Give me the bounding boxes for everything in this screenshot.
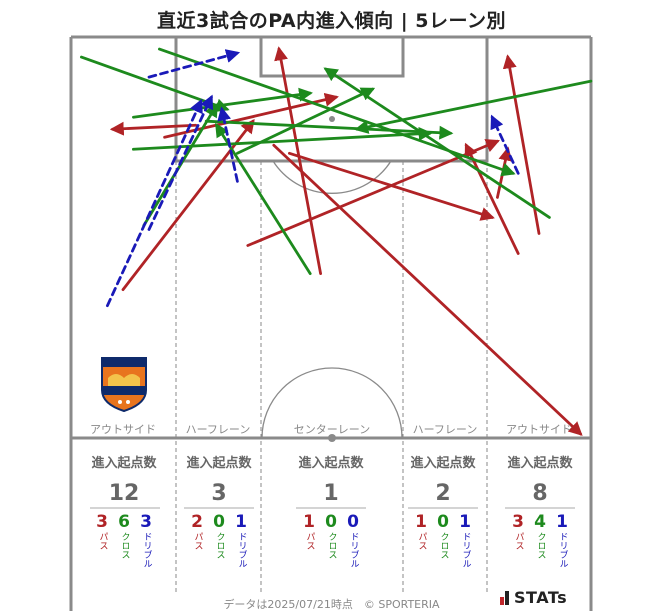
- cross-label: クロス: [214, 532, 225, 559]
- pass-label: パス: [97, 532, 108, 550]
- dribble-arrow-20: [147, 49, 241, 79]
- center-spot: [328, 434, 336, 442]
- arrow-layer: [80, 46, 593, 436]
- pass-count: 2: [191, 512, 203, 532]
- pass-label: パス: [192, 532, 203, 550]
- cross-count: 0: [437, 512, 449, 532]
- dribble-arrow-23: [217, 106, 239, 183]
- stat-heading: 進入起点数: [91, 456, 157, 471]
- cross-label: クロス: [119, 532, 130, 559]
- dribble-label: ドリブル: [348, 532, 359, 568]
- dribble-label: ドリブル: [460, 532, 471, 568]
- pass-arrow-6: [109, 121, 198, 136]
- dribble-arrow-21: [106, 98, 203, 308]
- dribble-count: 0: [347, 512, 359, 532]
- dribble-count: 3: [140, 512, 152, 532]
- cross-arrow-17: [354, 79, 593, 134]
- footer-note: データは2025/07/21時点 © SPORTERIA: [223, 598, 440, 611]
- dribble-count: 1: [235, 512, 247, 532]
- pass-count: 3: [512, 512, 524, 532]
- stat-total: 8: [532, 481, 548, 506]
- club-crest: [101, 357, 147, 412]
- lane-stats-1: 進入起点数 3 2 パス 0 クロス 1 ドリブル: [164, 452, 274, 568]
- dribble-count: 1: [459, 512, 471, 532]
- stat-heading: 進入起点数: [298, 456, 364, 471]
- cross-label: クロス: [326, 532, 337, 559]
- pass-arrow-1: [274, 46, 323, 275]
- brand-text: STATs: [514, 588, 568, 607]
- cross-label: クロス: [438, 532, 449, 559]
- pass-label: パス: [416, 532, 427, 550]
- penalty-spot: [329, 116, 335, 122]
- cross-arrow-15: [215, 122, 312, 275]
- cross-arrow-16: [204, 119, 454, 140]
- lane-label-outside-right: アウトサイド: [506, 423, 572, 436]
- lane-stats-4: 進入起点数 8 3 パス 4 クロス 1 ドリブル: [485, 452, 595, 568]
- cross-count: 6: [118, 512, 130, 532]
- lane-dividers: [175, 161, 488, 592]
- cross-count: 0: [213, 512, 225, 532]
- chart-title: 直近3試合のPA内進入傾向 | 5レーン別: [156, 10, 507, 32]
- lane-label-center: センターレーン: [293, 423, 371, 436]
- pass-count: 3: [96, 512, 108, 532]
- penalty-area: [174, 37, 489, 163]
- pass-arrow-7: [246, 139, 500, 247]
- pitch-lines: [69, 35, 593, 611]
- dribble-label: ドリブル: [236, 532, 247, 568]
- pass-count: 1: [415, 512, 427, 532]
- pass-label: パス: [513, 532, 524, 550]
- stat-heading: 進入起点数: [507, 456, 573, 471]
- cross-arrow-11: [131, 87, 313, 119]
- lane-label-half-right: ハーフレーン: [412, 423, 478, 436]
- dribble-count: 1: [556, 512, 568, 532]
- stat-total: 3: [211, 481, 227, 506]
- dribble-label: ドリブル: [141, 532, 152, 568]
- pass-count: 1: [303, 512, 315, 532]
- pass-arrow-5: [464, 142, 520, 255]
- cross-count: 0: [325, 512, 337, 532]
- penalty-arc: [272, 160, 392, 194]
- lane-stats-3: 進入起点数 2 1 パス 0 クロス 1 ドリブル: [388, 452, 498, 568]
- stat-heading: 進入起点数: [186, 456, 252, 471]
- pass-arrow-8: [502, 54, 541, 235]
- cross-arrow-18: [323, 67, 551, 219]
- lane-label-outside-left: アウトサイド: [90, 423, 156, 436]
- pass-arrow-3: [163, 92, 339, 139]
- dribble-arrow-22: [147, 94, 213, 231]
- center-circle: [261, 367, 403, 439]
- cross-label: クロス: [535, 532, 546, 559]
- cross-arrow-12: [131, 126, 433, 151]
- pass-label: パス: [304, 532, 315, 550]
- stat-total: 2: [435, 481, 451, 506]
- stats-logo-icon: [500, 591, 510, 605]
- pass-arrow-2: [272, 143, 583, 436]
- stat-total: 1: [323, 481, 339, 506]
- lane-stats-2: 進入起点数 1 1 パス 0 クロス 0 ドリブル: [276, 452, 386, 568]
- cross-arrow-19: [235, 87, 376, 155]
- cross-count: 4: [534, 512, 546, 532]
- lane-stats-0: 進入起点数 12 3 パス 6 クロス 3 ドリブル: [69, 452, 179, 568]
- dribble-arrow-24: [490, 114, 520, 175]
- dribble-label: ドリブル: [557, 532, 568, 568]
- stat-total: 12: [108, 481, 140, 506]
- stat-heading: 進入起点数: [410, 456, 476, 471]
- lane-label-half-left: ハーフレーン: [185, 423, 251, 436]
- brand-logo: STATs: [500, 588, 567, 607]
